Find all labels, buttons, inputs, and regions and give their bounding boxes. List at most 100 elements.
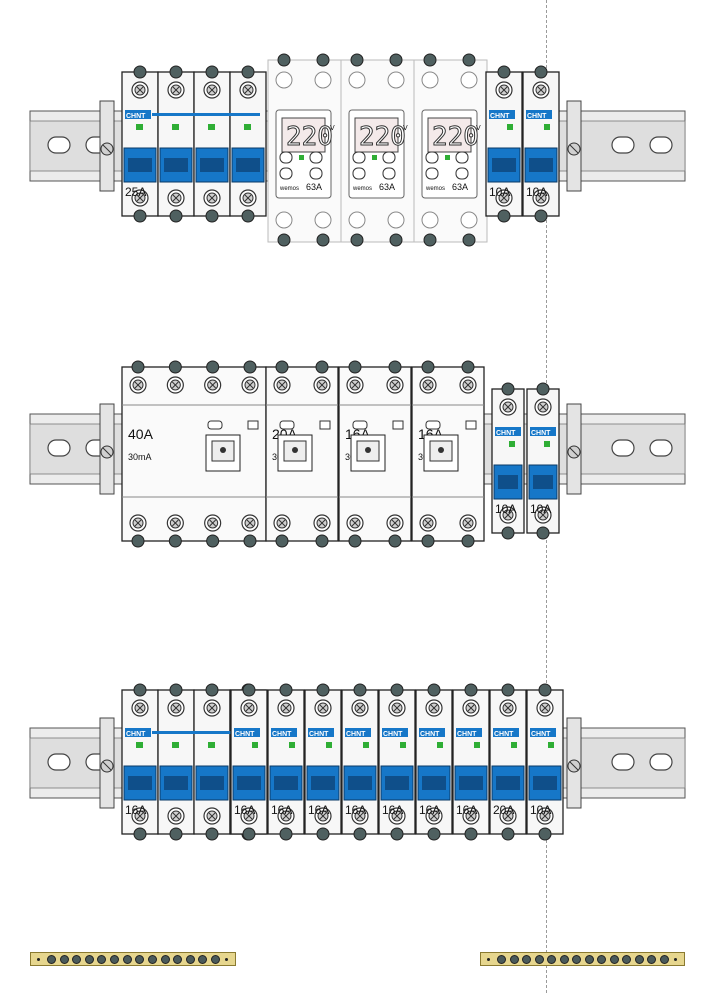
rating-label: 10A [489,185,510,199]
terminal-ring [314,71,332,89]
busbar-hole [559,955,569,964]
status-indicator [445,155,450,160]
screw-cross [391,519,399,527]
screw-cross [319,812,327,820]
terminal-screw [346,514,364,532]
brand-plate [125,728,151,737]
rating-label: 16A [308,803,329,817]
screw-slot [569,447,579,457]
screw-cross [351,381,359,389]
terminal-screw [204,514,222,532]
screw-cross [134,519,142,527]
screw-cross [356,812,364,820]
status-indicator [400,742,406,748]
terminal-ring [460,71,478,89]
terminal-screw [462,699,480,717]
toggle-lever [164,158,188,172]
busbar-hole [173,955,183,964]
info-button [455,167,469,180]
rating-label: 10A [526,185,547,199]
relay-brand: wemos [352,186,372,192]
busbar-hole [97,955,107,964]
tie-bar [152,113,260,116]
busbar-hole [497,955,506,964]
wire-terminal [534,209,548,223]
wire-terminal [350,233,364,247]
busbar-pin [37,958,40,961]
brand-label: CHNT [531,731,551,738]
rating-label: 16A [456,803,477,817]
screw-cross [245,704,253,712]
screw-cross [356,704,364,712]
rail-slot [649,439,673,457]
status-indicator [372,155,377,160]
screw-cross [467,812,475,820]
terminal-screw [314,807,332,825]
busbar-left [30,952,236,966]
screw-cross [539,511,547,519]
test-button [279,420,295,430]
busbar-hole [572,955,582,964]
wire-terminal [168,360,182,374]
busbar-hole [47,955,56,964]
wire-terminal [461,534,475,548]
terminal-screw [277,807,295,825]
wire-terminal [423,53,437,67]
wire-terminal [348,360,362,374]
wire-terminal [534,65,548,79]
handle-pivot [438,447,444,453]
rcd-body [121,366,267,542]
terminal-screw [129,514,147,532]
mcb-breaker: CHNT 20A [489,683,527,841]
terminal-screw [459,514,477,532]
brand-plate [495,427,521,436]
status-indicator [289,742,295,748]
toggle-lever [236,158,260,172]
screw-cross [172,86,180,94]
screw-cross [464,519,472,527]
terminal-screw [277,699,295,717]
display-screen [427,117,472,153]
rail-slot [649,753,673,771]
wire-terminal [536,526,550,540]
screw-cross [136,812,144,820]
screw-cross [245,812,253,820]
terminal-screw [204,376,222,394]
screw-slot [569,761,579,771]
brand-plate [530,728,556,737]
toggle-lever [459,776,483,790]
rcd-device: 40A 30mA [121,360,267,548]
mcb-breaker: CHNT 16A [230,683,268,841]
screw-cross [464,381,472,389]
status-indicator [544,124,550,130]
toggle-lever [200,158,224,172]
rating-label: 16A [271,803,292,817]
wire-terminal [133,683,147,697]
relay-brand: wemos [425,186,445,192]
terminal-screw [167,807,185,825]
terminal-screw [240,699,258,717]
screw-cross [318,519,326,527]
screw-cross [541,704,549,712]
terminal-ring [421,71,439,89]
wire-terminal [277,233,291,247]
busbar-hole [660,955,669,964]
wire-terminal [131,360,145,374]
screw-cross [136,194,144,202]
wire-terminal [315,534,329,548]
rating-label: 63A [452,182,468,192]
status-indicator [507,124,513,130]
wire-terminal [348,534,362,548]
screw-slot [102,447,112,457]
terminal-ring [275,211,293,229]
indicator-window [319,420,331,430]
screw-cross [393,704,401,712]
wire-terminal [316,827,330,841]
mcb-breaker: CHNT 10A [526,683,564,841]
terminal-screw [351,699,369,717]
wire-terminal [316,683,330,697]
terminal-screw [131,807,149,825]
busbar-hole [135,955,145,964]
end-clamp [99,717,115,809]
